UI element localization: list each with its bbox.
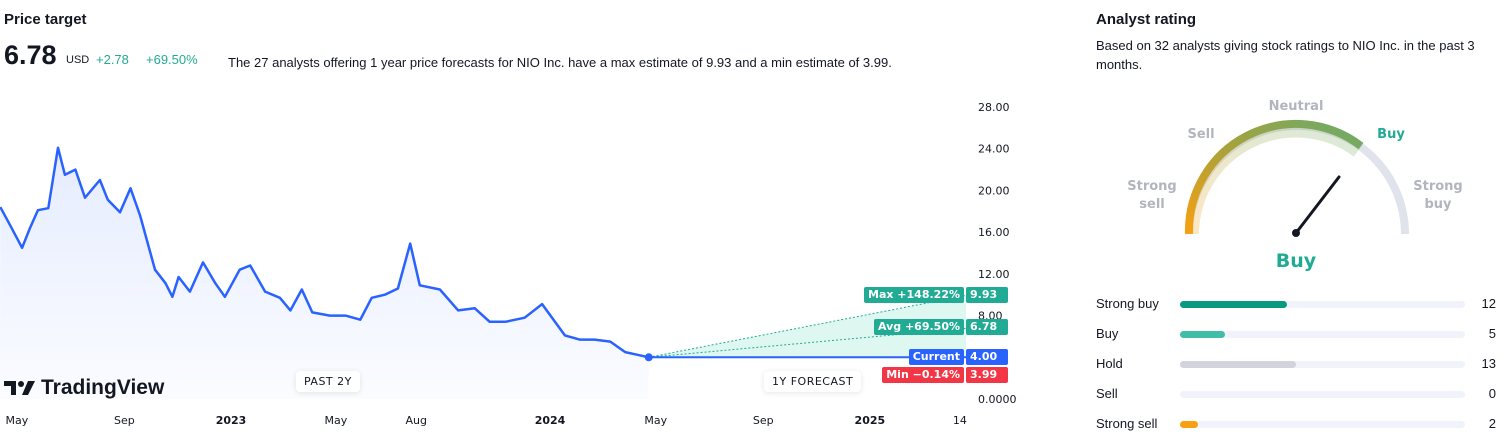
y-tick-label: 24.00 — [978, 143, 1010, 156]
rating-bar-track — [1180, 421, 1465, 428]
rating-bar-fill — [1180, 361, 1296, 368]
forecast-avg-label: Avg +69.50% — [873, 319, 964, 335]
gauge-label-sell: Sell — [1187, 127, 1214, 142]
rating-row: Buy 5 — [1096, 324, 1496, 344]
price-change-pct: +69.50% — [146, 52, 198, 67]
forecast-avg-value: 6.78 — [966, 319, 1008, 335]
forecast-max-line — [648, 294, 967, 358]
currency: USD — [66, 54, 90, 66]
x-tick-label: Sep — [753, 414, 774, 427]
price-change: +2.78 — [96, 52, 129, 67]
rating-label: Sell — [1096, 386, 1118, 401]
rating-count: 5 — [1488, 326, 1496, 341]
rating-label: Strong buy — [1096, 296, 1159, 311]
rating-row: Strong sell 2 — [1096, 414, 1496, 434]
price-target-title: Price target — [4, 11, 87, 28]
1y-forecast-label: 1Y FORECAST — [764, 371, 862, 392]
price-area — [0, 147, 649, 399]
rating-row: Sell 0 — [1096, 384, 1496, 404]
x-tick-label: 2023 — [216, 414, 247, 427]
rating-bar-fill — [1180, 331, 1225, 338]
rating-count: 13 — [1481, 356, 1496, 371]
tradingview-logo-icon — [4, 381, 35, 395]
x-tick-label: Aug — [406, 414, 427, 427]
x-tick-label: Sep — [114, 414, 135, 427]
y-tick-label: 20.00 — [978, 184, 1010, 197]
rating-bar-track — [1180, 361, 1465, 368]
tradingview-logo-text: TradingView — [41, 376, 165, 399]
y-tick-label: 0.0000 — [978, 393, 1017, 406]
rating-count: 2 — [1488, 416, 1496, 431]
rating-bar-track — [1180, 301, 1465, 308]
forecast-min-value: 3.99 — [966, 367, 1008, 383]
y-tick-label: 12.00 — [978, 268, 1010, 281]
analyst-rating-description: Based on 32 analysts giving stock rating… — [1096, 38, 1475, 72]
y-tick-label: 16.00 — [978, 226, 1010, 239]
price-target-description: The 27 analysts offering 1 year price fo… — [228, 55, 892, 70]
price-line — [0, 146, 650, 359]
price-target-value: 6.78 — [4, 40, 57, 70]
gauge-label-strong-buy: Strong buy — [1413, 179, 1462, 212]
gauge-label-strong-sell: Strong sell — [1127, 179, 1176, 212]
analyst-rating-title: Analyst rating — [1096, 11, 1197, 28]
x-tick-label: 2024 — [535, 414, 566, 427]
rating-label: Hold — [1096, 356, 1123, 371]
rating-label: Buy — [1096, 326, 1119, 341]
x-tick-label: May — [644, 414, 667, 427]
x-tick-label: 2025 — [855, 414, 886, 427]
current-price-point — [644, 353, 653, 362]
rating-bar-fill — [1180, 301, 1287, 308]
gauge-result: Buy — [1276, 250, 1317, 272]
past-2y-label: PAST 2Y — [296, 371, 360, 392]
rating-gauge: Strong sell Sell Neutral Buy Strong buy Bu… — [1127, 99, 1462, 272]
rating-row: Hold 13 — [1096, 354, 1496, 374]
x-tick-label: May — [325, 414, 348, 427]
forecast-current-value: 4.00 — [966, 349, 1008, 365]
forecast-current-label: Current — [908, 349, 964, 365]
x-tick-label: 14 — [953, 414, 967, 427]
rating-count: 12 — [1481, 296, 1496, 311]
forecast-max-label: Max +148.22% — [864, 287, 964, 303]
forecast-max-value: 9.93 — [966, 287, 1008, 303]
gauge-label-neutral: Neutral — [1269, 99, 1324, 114]
gauge-needle — [1294, 175, 1341, 235]
rating-count: 0 — [1488, 386, 1496, 401]
forecast-min-label: Min −0.14% — [882, 367, 964, 383]
rating-label: Strong sell — [1096, 416, 1158, 431]
rating-bar-fill — [1180, 421, 1198, 428]
gauge-label-buy: Buy — [1377, 127, 1405, 142]
rating-bar-track — [1180, 391, 1465, 398]
tradingview-logo: TradingView — [4, 376, 164, 400]
rating-bar-track — [1180, 331, 1465, 338]
rating-row: Strong buy 12 — [1096, 294, 1496, 314]
x-tick-label: May — [6, 414, 29, 427]
y-tick-label: 28.00 — [978, 101, 1010, 114]
